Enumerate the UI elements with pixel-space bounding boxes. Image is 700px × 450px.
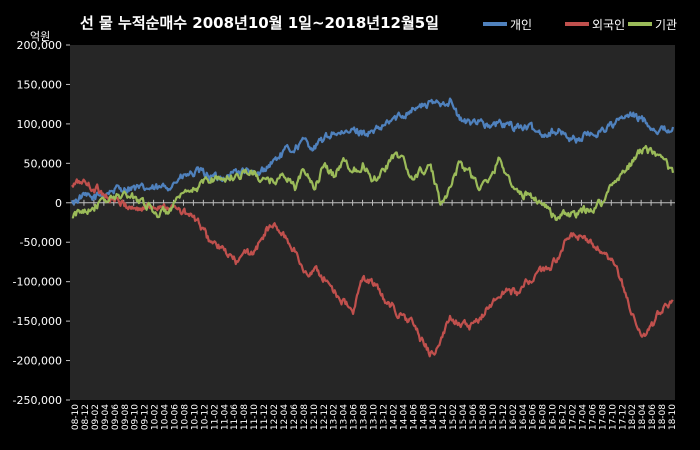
legend-label: 기관 <box>655 18 677 32</box>
x-tick-label: 09-02 <box>91 404 101 430</box>
x-tick-label: 17-10 <box>608 404 618 430</box>
x-tick-label: 16-08 <box>539 404 549 430</box>
x-tick-label: 09-06 <box>111 404 121 430</box>
x-tick-label: 10-04 <box>161 404 171 430</box>
x-tick-label: 14-06 <box>409 404 419 430</box>
x-tick-label: 12-10 <box>310 404 320 430</box>
y-tick-label: -100,000 <box>13 276 62 289</box>
x-tick-label: 14-10 <box>429 404 439 430</box>
y-tick-label: 100,000 <box>17 118 63 131</box>
chart-title: 선 물 누적순매수 2008년10월 1일~2018년12월5일 <box>80 14 439 32</box>
x-tick-label: 15-06 <box>469 404 479 430</box>
x-tick-label: 11-02 <box>210 404 220 430</box>
y-tick-label: 200,000 <box>17 39 63 52</box>
x-tick-label: 12-02 <box>270 404 280 430</box>
x-tick-label: 15-10 <box>489 404 499 430</box>
x-tick-label: 09-04 <box>101 404 111 430</box>
x-tick-label: 17-12 <box>618 404 628 430</box>
y-tick-label: -50,000 <box>20 236 62 249</box>
x-tick-label: 10-02 <box>151 404 161 430</box>
x-tick-label: 09-12 <box>141 404 151 430</box>
x-tick-label: 09-08 <box>121 404 131 430</box>
x-tick-label: 11-06 <box>230 404 240 430</box>
x-tick-label: 18-02 <box>628 404 638 430</box>
x-tick-label: 10-08 <box>180 404 190 430</box>
x-tick-label: 18-08 <box>658 404 668 430</box>
x-tick-label: 13-02 <box>330 404 340 430</box>
x-tick-label: 18-06 <box>648 404 658 430</box>
x-tick-label: 15-12 <box>499 404 509 430</box>
y-tick-label: -250,000 <box>13 394 62 407</box>
x-tick-label: 15-04 <box>459 404 469 430</box>
series-lines <box>70 97 675 358</box>
series-line-2 <box>71 144 675 222</box>
x-tick-label: 13-04 <box>340 404 350 430</box>
x-tick-label: 17-08 <box>598 404 608 430</box>
legend-label: 개인 <box>510 18 532 32</box>
x-tick-label: 13-08 <box>360 404 370 430</box>
x-tick-label: 15-08 <box>479 404 489 430</box>
x-tick-label: 11-08 <box>240 404 250 430</box>
x-tick-label: 11-12 <box>260 404 270 430</box>
plot-area <box>70 45 675 400</box>
x-tick-label: 10-12 <box>200 404 210 430</box>
x-tick-label: 12-04 <box>280 404 290 430</box>
x-tick-label: 12-08 <box>300 404 310 430</box>
x-tick-label: 10-10 <box>190 404 200 430</box>
x-tick-label: 14-08 <box>419 404 429 430</box>
y-axis: 200,000 150,000 100,000 50,000 0 -50,000 -100,… <box>13 39 70 407</box>
x-tick-label: 13-06 <box>350 404 360 430</box>
y-tick-label: -200,000 <box>13 355 62 368</box>
x-tick-label: 10-06 <box>171 404 181 430</box>
x-tick-label: 18-10 <box>668 404 678 430</box>
x-tick-label: 18-04 <box>638 404 648 430</box>
x-tick-label: 09-10 <box>131 404 141 430</box>
x-tick-label: 11-04 <box>220 404 230 430</box>
y-tick-label: 150,000 <box>17 78 63 91</box>
x-tick-label: 17-06 <box>588 404 598 430</box>
series-line-0 <box>70 97 675 206</box>
x-tick-label: 11-10 <box>250 404 260 430</box>
y-tick-label: -150,000 <box>13 315 62 328</box>
x-tick-label: 15-02 <box>449 404 459 430</box>
x-tick-label: 14-02 <box>389 404 399 430</box>
x-tick-label: 12-12 <box>320 404 330 430</box>
x-tick-label: 16-04 <box>519 404 529 430</box>
x-tick-label: 13-10 <box>370 404 380 430</box>
legend-label: 외국인 <box>592 18 625 32</box>
y-unit-label: 억원 <box>30 30 50 43</box>
x-tick-label: 16-12 <box>559 404 569 430</box>
legend: 개인 외국인 기관 <box>483 18 677 32</box>
x-tick-label: 16-06 <box>529 404 539 430</box>
y-tick-label: 50,000 <box>24 157 63 170</box>
x-tick-label: 13-12 <box>379 404 389 430</box>
y-tick-label: 0 <box>55 197 62 210</box>
x-tick-label: 14-04 <box>399 404 409 430</box>
x-tick-label: 08-12 <box>81 404 91 430</box>
x-tick-label: 17-04 <box>578 404 588 430</box>
x-tick-label: 14-12 <box>439 404 449 430</box>
x-axis: 08-10 08-12 09-02 09-04 09-06 09-08 09-10 09-12… <box>70 199 678 430</box>
x-tick-label: 17-02 <box>569 404 579 430</box>
x-tick-label: 12-06 <box>290 404 300 430</box>
x-tick-label: 08-10 <box>71 404 81 430</box>
x-tick-label: 16-10 <box>549 404 559 430</box>
x-tick-label: 16-02 <box>509 404 519 430</box>
